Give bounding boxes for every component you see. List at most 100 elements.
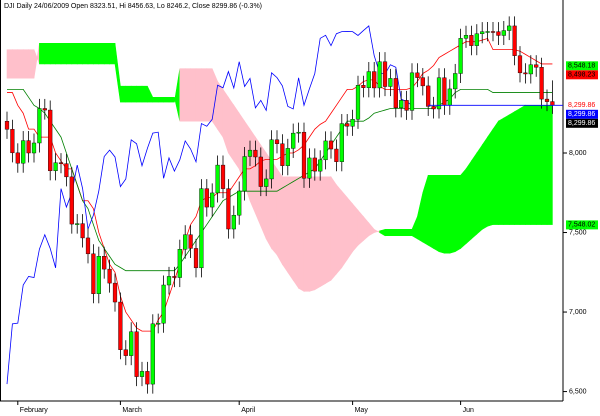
price-label-box	[566, 61, 598, 71]
candle-body	[220, 164, 226, 189]
candle-body	[345, 123, 350, 127]
candle-body	[177, 249, 182, 278]
candle-body	[436, 77, 442, 110]
cloud-segment	[217, 80, 224, 139]
cloud-segment	[130, 85, 137, 103]
candle-body	[53, 162, 58, 172]
cloud-segment	[109, 42, 116, 65]
candle-body	[393, 78, 398, 109]
price-label: 8,498.23	[568, 72, 595, 79]
candle-body	[10, 129, 15, 154]
candle-body	[188, 234, 193, 249]
candle-body	[550, 101, 555, 106]
candle-body	[215, 164, 220, 194]
cloud-segment	[460, 168, 467, 250]
cloud-segment	[179, 68, 186, 122]
candle-body	[80, 223, 85, 239]
cloud-segment	[390, 229, 397, 237]
cloud-segment	[400, 229, 407, 237]
candle-body	[199, 188, 204, 269]
candle-body	[15, 152, 20, 164]
cloud-segment	[357, 209, 364, 246]
x-tick-label: April	[241, 407, 255, 414]
cloud-segment	[44, 42, 51, 65]
candle-body	[512, 25, 517, 56]
candle-body	[42, 108, 47, 111]
candle-body	[264, 178, 269, 187]
price-label: 8,548.18	[568, 63, 595, 70]
price-label: 8,299.86	[568, 102, 595, 109]
y-tick-label: 7,000	[569, 309, 587, 316]
cloud-segment	[201, 68, 208, 122]
cloud-segment	[492, 120, 499, 225]
candle-body	[507, 25, 512, 31]
candle-body	[361, 85, 366, 88]
candle-body	[231, 214, 236, 230]
candle-body	[366, 71, 371, 88]
candle-body	[26, 140, 31, 154]
cloud-segment	[471, 152, 478, 240]
cloud-segment	[525, 104, 532, 225]
cloud-segment	[60, 42, 67, 65]
price-label: 7,548.02	[568, 222, 595, 229]
candle-body	[107, 268, 112, 284]
cloud-segment	[476, 144, 483, 235]
x-tick-label: February	[20, 407, 49, 414]
cloud-segment	[55, 42, 62, 65]
candle-body	[404, 100, 409, 111]
cloud-segment	[87, 42, 94, 65]
candle-body	[247, 149, 253, 157]
candle-body	[350, 119, 355, 127]
cloud-segment	[309, 176, 316, 292]
cloud-segment	[292, 176, 299, 290]
candle-body	[4, 120, 10, 130]
candle-body	[328, 140, 334, 150]
cloud-segment	[481, 136, 488, 230]
chart-title: DJI Daily 24/06/2009 Open 8323.51, Hi 84…	[4, 3, 262, 10]
cloud-segment	[454, 174, 461, 253]
y-tick-label: 8,000	[569, 150, 587, 157]
candle-body	[334, 148, 339, 162]
candle-body	[102, 256, 107, 270]
indicator-line	[7, 88, 553, 272]
cloud-segment	[298, 176, 305, 292]
cloud-segment	[541, 104, 548, 225]
cloud-segment	[303, 176, 310, 292]
candle-body	[388, 78, 393, 87]
cloud-segment	[125, 85, 132, 103]
cloud-segment	[449, 174, 456, 254]
cloud-segment	[76, 42, 83, 65]
candle-body	[48, 109, 53, 172]
candle-body	[161, 284, 166, 324]
cloud-segment	[28, 49, 35, 79]
candle-body	[193, 248, 199, 269]
price-label-box	[566, 118, 598, 128]
cloud-segment	[17, 49, 24, 79]
cloud-segment	[535, 104, 542, 225]
candle-body	[85, 237, 91, 255]
cloud-segment	[336, 183, 343, 275]
candle-body	[291, 132, 296, 149]
candle-body	[139, 371, 145, 377]
candle-body	[528, 64, 533, 75]
candle-body	[226, 188, 231, 230]
cloud-segment	[233, 104, 240, 170]
candle-body	[442, 77, 447, 106]
cloud-segment	[66, 42, 73, 65]
candle-body	[69, 176, 74, 225]
cloud-segment	[498, 117, 505, 225]
candle-body	[544, 98, 550, 102]
plot-area	[4, 16, 555, 394]
candle-body	[496, 31, 501, 36]
candle-body	[172, 276, 177, 278]
cloud-segment	[395, 229, 402, 237]
candle-body	[318, 159, 323, 172]
cloud-segment	[546, 104, 553, 225]
price-label-box	[566, 220, 598, 230]
y-tick-label: 6,500	[569, 388, 587, 395]
candle-body	[210, 192, 215, 208]
cloud-segment	[487, 128, 494, 227]
candle-body	[474, 33, 479, 46]
cloud-segment	[184, 68, 191, 122]
